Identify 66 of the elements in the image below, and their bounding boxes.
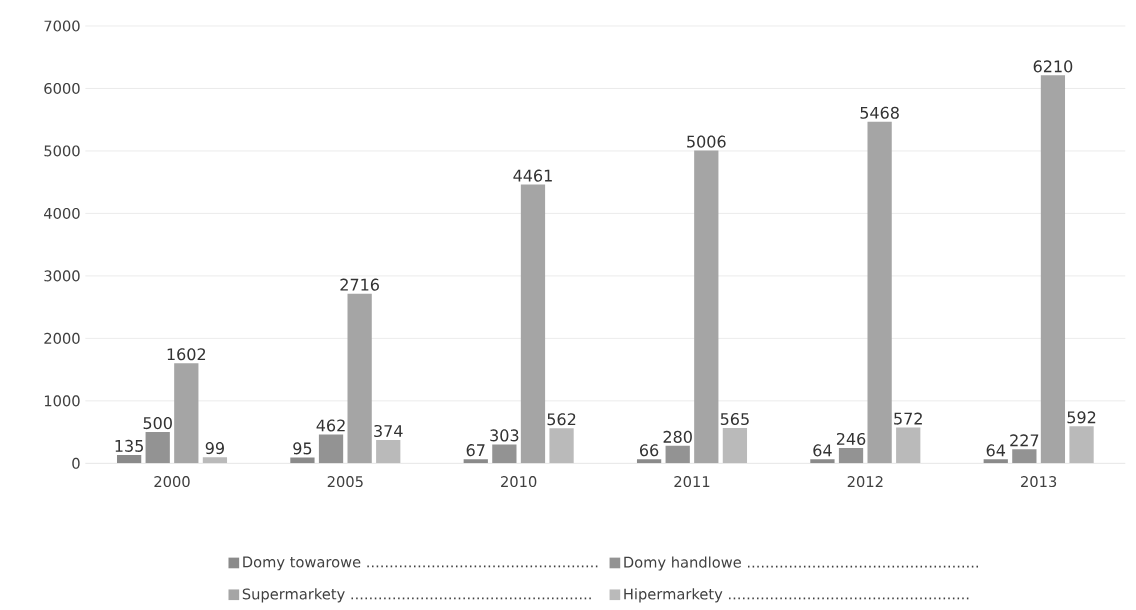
x-tick-label: 2013	[1021, 476, 1057, 488]
bar	[174, 363, 199, 464]
bar	[202, 457, 228, 464]
data-label: 500	[143, 417, 172, 430]
data-label: 2716	[340, 278, 379, 291]
data-label: 227	[1010, 434, 1039, 447]
data-label: 135	[115, 439, 143, 452]
data-label: 565	[720, 412, 749, 426]
bar	[636, 459, 662, 464]
bar	[347, 293, 372, 464]
data-label: 303	[490, 429, 519, 442]
legend-label: Hipermarkety ....................................................	[624, 588, 969, 603]
data-label: 64	[986, 444, 1006, 457]
data-label: 67	[466, 444, 485, 457]
bar	[983, 459, 1008, 464]
bar	[376, 439, 401, 464]
data-label: 592	[1067, 411, 1096, 424]
x-tick-label: 2010	[501, 476, 537, 488]
data-label: 5468	[860, 106, 899, 119]
x-tick-label: 2011	[674, 476, 710, 488]
data-label: 64	[813, 444, 832, 457]
legend-label: Supermarkety ....................................................	[242, 588, 591, 603]
data-label: 462	[316, 419, 345, 432]
y-tick-label: 2000	[44, 332, 80, 344]
bar	[116, 454, 142, 464]
data-label: 66	[640, 444, 659, 457]
data-label: 6210	[1033, 60, 1073, 73]
bar	[463, 459, 488, 464]
bar	[810, 459, 835, 464]
y-tick-label: 7000	[44, 20, 80, 32]
bar	[549, 428, 574, 464]
x-tick-label: 2012	[847, 476, 883, 488]
bar	[520, 184, 546, 464]
bar	[145, 432, 170, 464]
bar	[492, 444, 517, 464]
bar	[1069, 426, 1094, 464]
x-tick-label: 2000	[154, 476, 190, 488]
y-tick-label: 3000	[44, 270, 80, 282]
bar	[896, 427, 921, 464]
legend-label: Domy handlowe ..................................................	[624, 556, 979, 571]
y-tick-label: 4000	[44, 207, 80, 219]
data-label: 99	[205, 442, 224, 455]
bar	[838, 447, 864, 464]
bar	[290, 457, 315, 464]
data-label: 95	[293, 442, 312, 455]
bar	[867, 121, 892, 464]
x-tick-label: 2005	[327, 476, 363, 488]
data-label: 572	[894, 412, 922, 425]
y-tick-label: 0	[72, 457, 80, 469]
bar	[318, 434, 344, 464]
y-tick-label: 6000	[44, 82, 80, 95]
bar	[665, 445, 690, 464]
data-label: 280	[663, 430, 692, 443]
data-label: 4461	[513, 169, 552, 182]
data-label: 246	[836, 432, 866, 446]
y-tick-label: 5000	[44, 145, 80, 157]
data-label: 1602	[167, 348, 206, 361]
bar	[722, 428, 748, 464]
bar	[694, 150, 719, 464]
data-label: 374	[374, 424, 403, 438]
y-tick-label: 1000	[44, 395, 80, 407]
bar	[1040, 75, 1066, 464]
data-label: 562	[547, 413, 576, 426]
bar	[1012, 449, 1037, 464]
legend-label: Domy towarowe ..................................................	[243, 556, 598, 571]
data-label: 5006	[687, 135, 726, 148]
